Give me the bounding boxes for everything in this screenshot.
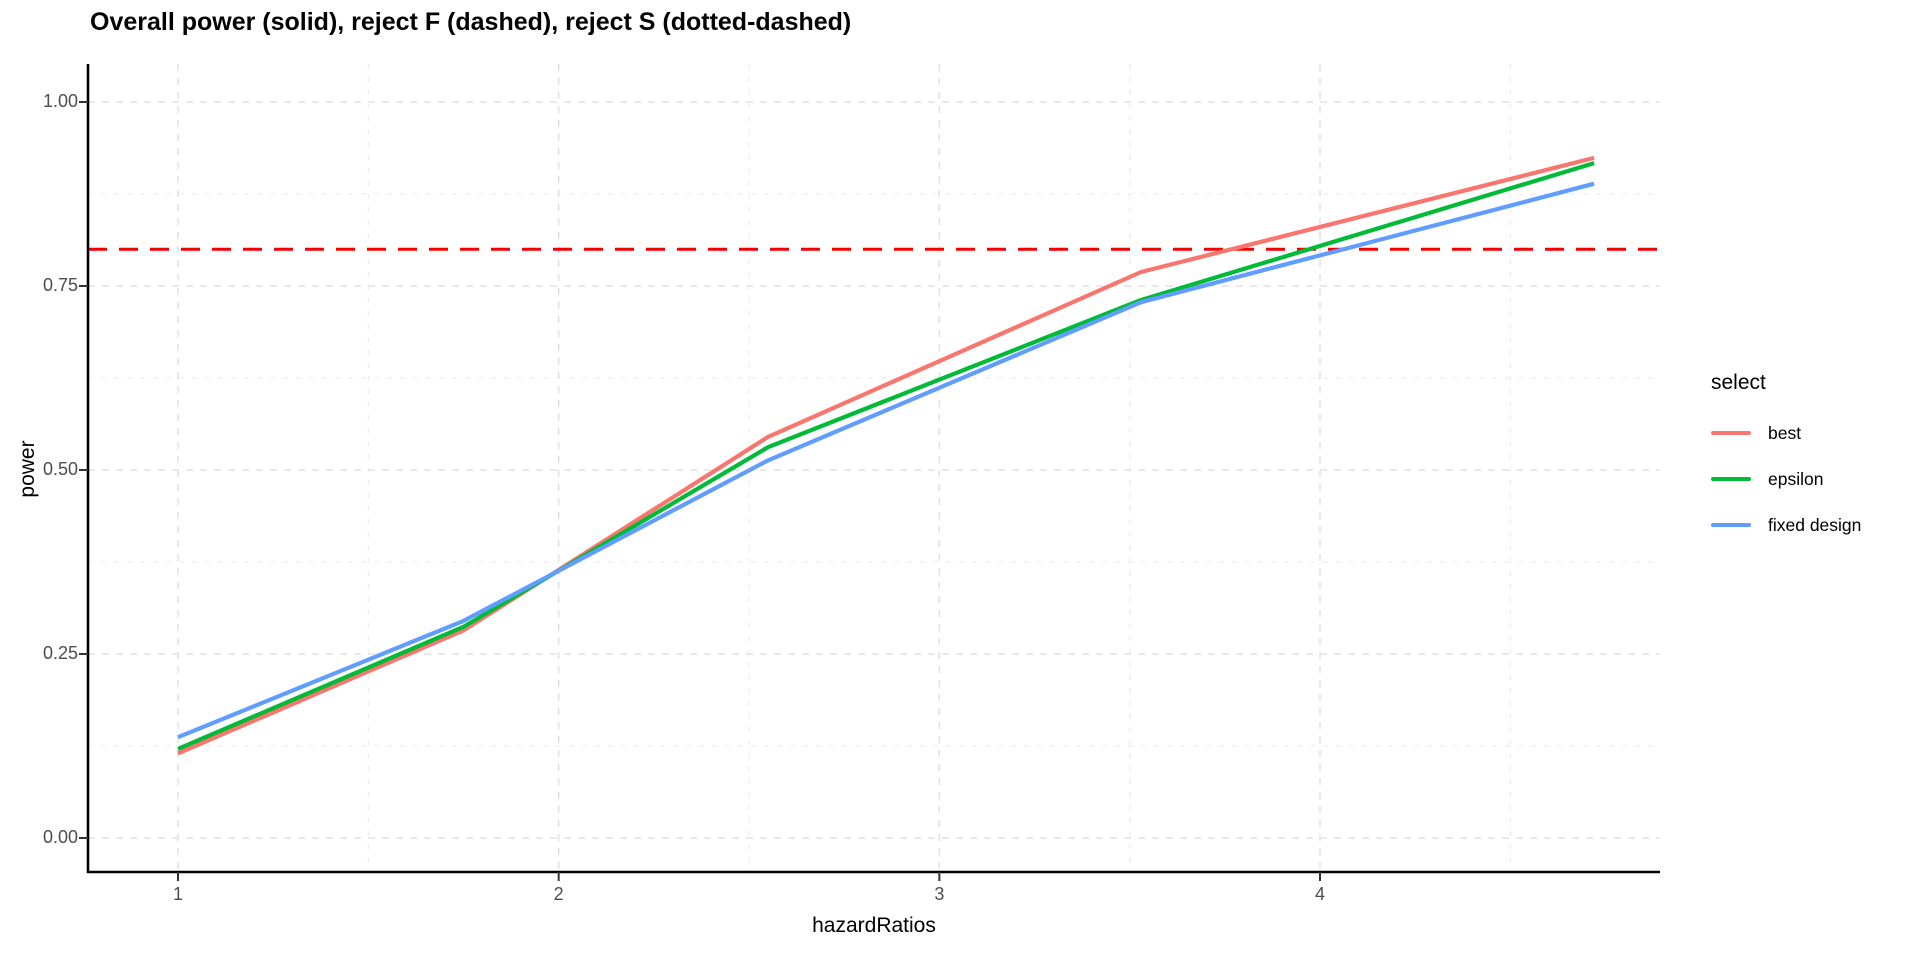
y-axis-title: power bbox=[16, 440, 39, 498]
legend-item-label: fixed design bbox=[1768, 514, 1862, 535]
x-axis-title: hazardRatios bbox=[812, 914, 936, 937]
y-tick-label: 0.25 bbox=[42, 643, 78, 663]
legend: select best epsilon fixed design bbox=[1711, 371, 1861, 557]
legend-key-line-icon bbox=[1711, 476, 1751, 482]
legend-items: best epsilon fixed design bbox=[1711, 419, 1861, 539]
x-tick-label: 1 bbox=[172, 884, 183, 904]
plot-title: Overall power (solid), reject F (dashed)… bbox=[90, 8, 852, 36]
legend-title: select bbox=[1711, 371, 1766, 394]
series-line-best bbox=[177, 155, 1595, 756]
y-tick-label: 0.75 bbox=[42, 275, 78, 295]
y-tick-label: 0.50 bbox=[42, 459, 78, 479]
y-tick-label: 0.00 bbox=[42, 827, 78, 847]
legend-item-label: epsilon bbox=[1768, 468, 1824, 489]
legend-item-label: best bbox=[1768, 422, 1802, 443]
legend-item: epsilon bbox=[1711, 465, 1861, 493]
x-tick-label: 4 bbox=[1314, 884, 1325, 904]
y-tick-label: 1.00 bbox=[42, 91, 78, 111]
x-tick-label: 2 bbox=[553, 884, 564, 904]
legend-item: fixed design bbox=[1711, 511, 1861, 539]
x-tick-label: 3 bbox=[934, 884, 945, 904]
series-line-fixed-design bbox=[177, 181, 1595, 740]
legend-item: best bbox=[1711, 419, 1861, 447]
legend-key-line-icon bbox=[1711, 522, 1751, 528]
series-line-epsilon bbox=[177, 161, 1595, 751]
legend-key-line-icon bbox=[1711, 430, 1751, 436]
